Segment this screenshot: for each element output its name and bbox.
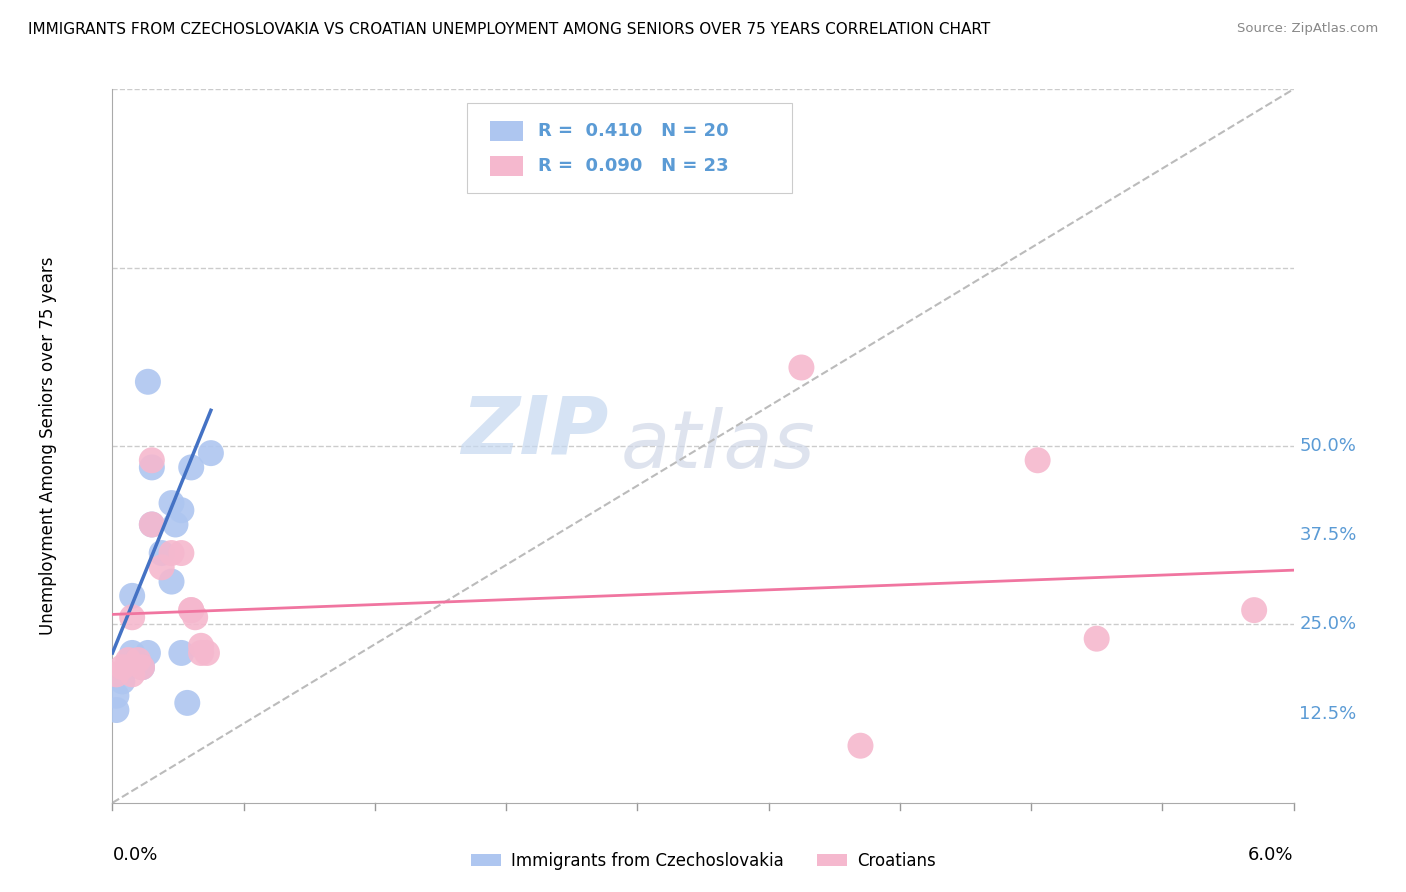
Bar [491, 155, 523, 176]
Point [150, 560, 173, 574]
Text: 50.0%: 50.0% [1299, 437, 1357, 455]
Point [1085, 632, 1108, 646]
Point [1243, 603, 1265, 617]
Point [160, 574, 183, 589]
Point [141, 460, 163, 475]
Point [131, 660, 153, 674]
Text: IMMIGRANTS FROM CZECHOSLOVAKIA VS CROATIAN UNEMPLOYMENT AMONG SENIORS OVER 75 YE: IMMIGRANTS FROM CZECHOSLOVAKIA VS CROATI… [28, 22, 990, 37]
Point [121, 589, 143, 603]
Text: 12.5%: 12.5% [1299, 705, 1357, 723]
Point [176, 696, 198, 710]
Text: 37.5%: 37.5% [1299, 526, 1357, 544]
Point [160, 546, 183, 560]
Point [180, 460, 202, 475]
Point [117, 660, 139, 674]
Text: Unemployment Among Seniors over 75 years: Unemployment Among Seniors over 75 years [38, 257, 56, 635]
Point [111, 660, 134, 674]
Text: R =  0.090   N = 23: R = 0.090 N = 23 [537, 157, 728, 175]
Text: atlas: atlas [620, 407, 815, 485]
Point [180, 603, 202, 617]
Text: 6.0%: 6.0% [1249, 846, 1294, 863]
Point [141, 453, 163, 467]
Point [170, 646, 193, 660]
Point [190, 646, 212, 660]
Point [160, 496, 183, 510]
Point [131, 660, 153, 674]
Point [200, 446, 222, 460]
Point [105, 689, 128, 703]
Text: 0.0%: 0.0% [112, 846, 157, 863]
Point [136, 375, 159, 389]
Point [790, 360, 813, 375]
Point [121, 646, 143, 660]
Legend: Immigrants from Czechoslovakia, Croatians: Immigrants from Czechoslovakia, Croatian… [464, 846, 942, 877]
Point [165, 517, 187, 532]
Point [105, 703, 128, 717]
Text: ZIP: ZIP [461, 392, 609, 471]
Point [180, 603, 202, 617]
Point [849, 739, 872, 753]
Point [105, 667, 128, 681]
Text: R =  0.410   N = 20: R = 0.410 N = 20 [537, 121, 728, 139]
Point [1026, 453, 1049, 467]
Point [150, 546, 173, 560]
Text: Source: ZipAtlas.com: Source: ZipAtlas.com [1237, 22, 1378, 36]
Point [136, 646, 159, 660]
Point [121, 667, 143, 681]
Point [141, 517, 163, 532]
Point [195, 646, 218, 660]
Bar [491, 120, 523, 141]
Point [190, 639, 212, 653]
Text: 25.0%: 25.0% [1299, 615, 1357, 633]
Point [170, 503, 193, 517]
Point [121, 610, 143, 624]
Point [170, 546, 193, 560]
Point [111, 674, 134, 689]
Point [141, 517, 163, 532]
Point [117, 653, 139, 667]
FancyBboxPatch shape [467, 103, 792, 193]
Point [127, 653, 149, 667]
Point [184, 610, 207, 624]
